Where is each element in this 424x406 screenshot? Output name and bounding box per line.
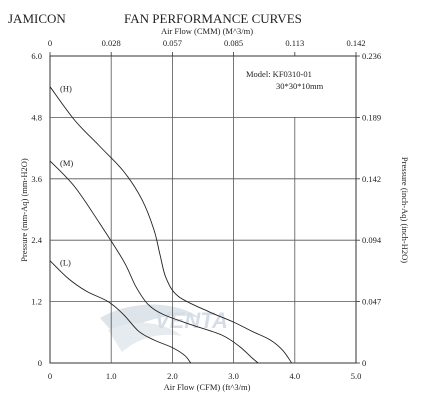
x-top-tick-label: 0.142 — [346, 38, 365, 48]
series-label-0: (H) — [60, 84, 72, 94]
y-left-tick-label: 2.4 — [31, 235, 42, 245]
x-bottom-tick-label: 1.0 — [106, 371, 117, 381]
chart-grid — [49, 55, 357, 364]
size-annotation: 30*30*10mm — [276, 81, 324, 91]
x-top-tick-label: 0.113 — [285, 38, 304, 48]
y-left-tick-label: 4.8 — [31, 112, 42, 122]
series-line-2 — [49, 260, 192, 364]
y-right-tick-label: 0.142 — [362, 174, 381, 184]
x-bottom-tick-label: 0 — [48, 371, 52, 381]
chart-curves: (H) (M) (L) — [49, 84, 293, 364]
plot-frame — [49, 55, 357, 364]
y-left-axis-title: Pressure (mm-Aq) (mm-H2O) — [19, 158, 29, 262]
y-left-tick-label: 1.2 — [31, 297, 42, 307]
x-bottom-tick-label: 5.0 — [351, 371, 362, 381]
series-line-1 — [49, 160, 259, 364]
x-bottom-tick-label: 2.0 — [167, 371, 178, 381]
x-top-tick-label: 0.085 — [224, 38, 243, 48]
y-right-tick-label: 0.236 — [362, 51, 381, 61]
y-right-tick-label: 0.094 — [362, 235, 382, 245]
x-bottom-tick-label: 3.0 — [228, 371, 239, 381]
chart-ticks: 001.00.0282.00.0573.00.0854.00.1135.00.1… — [31, 38, 382, 381]
x-top-axis-title: Air Flow (CMM) (M^3/m) — [161, 26, 253, 36]
y-left-tick-label: 6.0 — [31, 51, 42, 61]
series-label-2: (L) — [60, 258, 71, 268]
x-bottom-axis-title: Air Flow (CFM) (ft^3/m) — [164, 382, 251, 392]
x-top-tick-label: 0.057 — [163, 38, 182, 48]
watermark: VENTA — [100, 304, 228, 352]
series-label-1: (M) — [60, 158, 73, 168]
x-bottom-tick-label: 4.0 — [289, 371, 300, 381]
y-right-tick-label: 0.047 — [362, 297, 381, 307]
y-right-axis-title: Pressure (inch-Aq) (inch-H2O) — [400, 157, 410, 263]
chart-title: FAN PERFORMANCE CURVES — [124, 11, 302, 26]
model-annotation: Model: KF0310-01 — [246, 69, 312, 79]
y-right-tick-label: 0 — [362, 358, 366, 368]
y-left-tick-label: 3.6 — [31, 174, 42, 184]
watermark-swoosh-2 — [108, 322, 182, 352]
y-left-tick-label: 0 — [38, 358, 42, 368]
series-line-0 — [49, 86, 293, 364]
x-top-tick-label: 0.028 — [102, 38, 121, 48]
watermark-text: VENTA — [155, 308, 228, 333]
y-right-tick-label: 0.189 — [362, 112, 381, 122]
watermark-swoosh — [100, 304, 200, 338]
x-top-tick-label: 0 — [48, 38, 52, 48]
brand-label: JAMICON — [8, 11, 66, 26]
